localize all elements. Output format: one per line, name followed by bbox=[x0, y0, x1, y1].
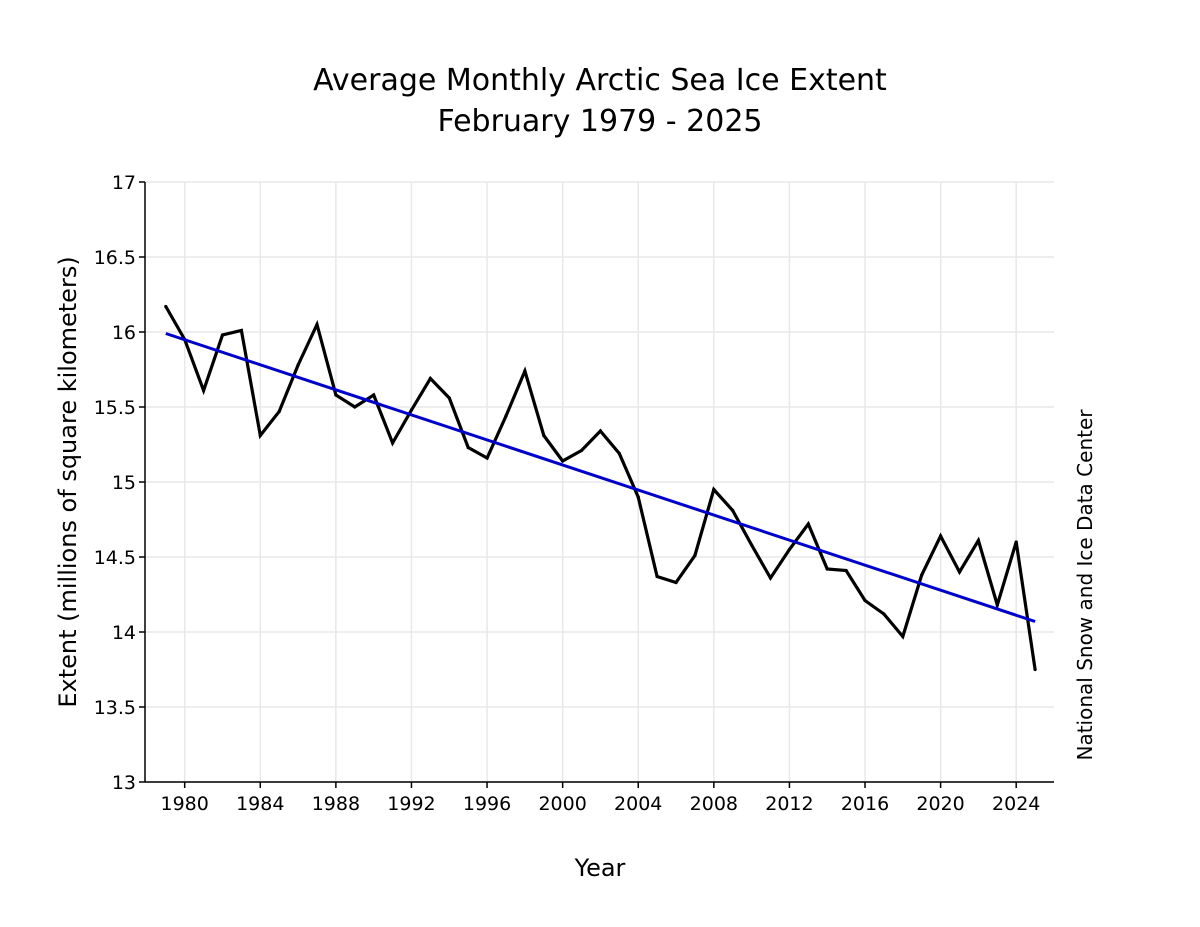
extent-data-point bbox=[485, 456, 489, 460]
extent-data-point bbox=[466, 445, 470, 450]
y-tick-label: 14 bbox=[112, 622, 136, 644]
extent-data-point bbox=[353, 405, 357, 409]
extent-data-point bbox=[995, 603, 999, 607]
x-axis-label: Year bbox=[574, 854, 626, 882]
x-tick-label: 2008 bbox=[690, 793, 738, 815]
extent-data-point bbox=[315, 322, 319, 327]
x-tick-label: 1992 bbox=[387, 793, 435, 815]
extent-data-point bbox=[976, 538, 981, 543]
extent-data-point bbox=[806, 522, 810, 526]
y-tick-label: 16 bbox=[112, 322, 136, 344]
y-tick-label: 14.5 bbox=[94, 547, 136, 569]
extent-data-point bbox=[674, 580, 678, 585]
trend-line bbox=[165, 332, 1036, 623]
extent-data-point bbox=[882, 612, 886, 616]
y-tick-label: 17 bbox=[112, 172, 136, 194]
extent-data-point bbox=[390, 441, 395, 445]
extent-data-point bbox=[220, 333, 225, 337]
extent-data-point bbox=[542, 433, 546, 438]
extent-data-point bbox=[731, 508, 735, 513]
x-tick-label: 1980 bbox=[161, 793, 209, 815]
x-tick-label: 2012 bbox=[765, 793, 813, 815]
axes-layer bbox=[139, 181, 1054, 788]
extent-data-point bbox=[372, 393, 376, 397]
extent-data-point bbox=[901, 634, 905, 639]
extent-data-point bbox=[258, 433, 262, 438]
extent-data-point bbox=[693, 553, 697, 558]
chart-subtitle: February 1979 - 2025 bbox=[437, 104, 762, 139]
extent-data-point bbox=[1033, 667, 1037, 672]
extent-data-point bbox=[939, 534, 943, 538]
x-tick-label: 2020 bbox=[916, 793, 964, 815]
extent-data-point bbox=[239, 328, 243, 333]
x-tick-label: 2016 bbox=[841, 793, 889, 815]
extent-data-point bbox=[920, 573, 924, 577]
x-tick-label: 2004 bbox=[614, 793, 662, 815]
extent-data-point bbox=[201, 388, 206, 393]
x-tick-label: 1984 bbox=[236, 793, 284, 815]
extent-data-point bbox=[164, 304, 168, 309]
extent-data-point bbox=[447, 396, 451, 400]
x-tick-label: 2024 bbox=[992, 793, 1040, 815]
extent-data-point bbox=[636, 495, 640, 499]
y-axis-label: Extent (millions of square kilometers) bbox=[54, 256, 82, 707]
y-tick-label: 15.5 bbox=[94, 397, 136, 419]
extent-data-point bbox=[277, 409, 281, 414]
x-tick-label: 1988 bbox=[312, 793, 360, 815]
extent-data-point bbox=[957, 570, 962, 574]
extent-data-point bbox=[787, 547, 792, 552]
y-tick-label: 13 bbox=[112, 772, 136, 794]
y-tick-label: 16.5 bbox=[94, 247, 136, 269]
extent-data-point bbox=[561, 459, 565, 463]
extent-data-point bbox=[598, 429, 603, 433]
y-tick-label: 15 bbox=[112, 472, 136, 494]
extent-data-point bbox=[504, 414, 508, 418]
extent-data-point bbox=[617, 451, 621, 456]
extent-series-line bbox=[164, 305, 1037, 670]
extent-data-point bbox=[334, 393, 338, 397]
extent-data-point bbox=[1014, 540, 1018, 544]
extent-data-point bbox=[825, 567, 829, 571]
extent-data-point bbox=[750, 543, 754, 547]
y-tick-label: 13.5 bbox=[94, 697, 136, 719]
extent-data-point bbox=[428, 376, 432, 381]
grid-layer bbox=[145, 181, 1054, 783]
extent-data-point bbox=[712, 487, 716, 492]
x-tick-label: 1996 bbox=[463, 793, 511, 815]
x-tick-label: 2000 bbox=[538, 793, 586, 815]
tick-label-layer: 13 13.5 14 14.5 15 15.5 16 16.5 17 1980 1984 1988 19… bbox=[94, 172, 1041, 815]
extent-data-point bbox=[409, 408, 414, 412]
credit-label: National Snow and Ice Data Center bbox=[1073, 409, 1097, 761]
extent-data-point bbox=[296, 363, 300, 367]
extent-data-point bbox=[579, 448, 584, 453]
chart-title: Average Monthly Arctic Sea Ice Extent bbox=[313, 63, 887, 98]
extent-data-point bbox=[844, 568, 848, 573]
series-layer bbox=[164, 304, 1037, 672]
extent-data-point bbox=[523, 369, 527, 373]
extent-data-point bbox=[863, 598, 867, 603]
extent-data-point bbox=[655, 574, 659, 579]
extent-data-point bbox=[768, 576, 773, 580]
